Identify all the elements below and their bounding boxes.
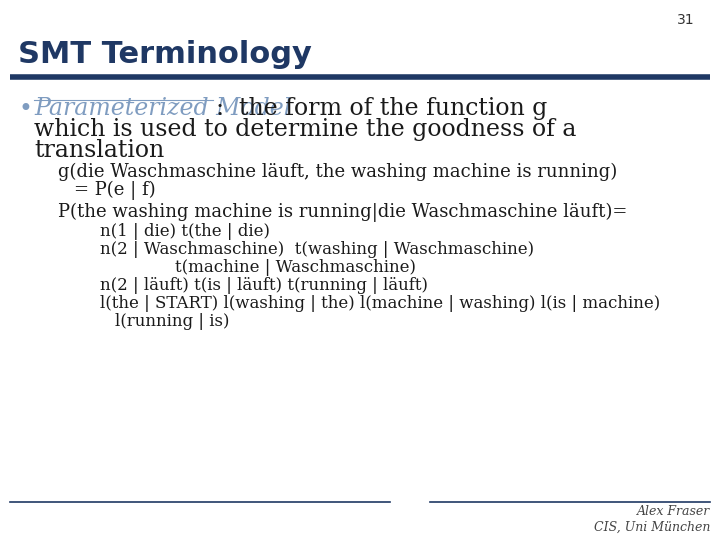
Text: = P(e | f): = P(e | f) [74,181,156,200]
Text: P(the washing machine is running|die Waschmaschine läuft)=: P(the washing machine is running|die Was… [58,203,627,222]
Text: Alex Fraser: Alex Fraser [636,505,710,518]
Text: :  the form of the function g: : the form of the function g [216,97,547,120]
Text: n(2 | läuft) t(is | läuft) t(running | läuft): n(2 | läuft) t(is | läuft) t(running | l… [100,277,428,294]
Text: Parameterized Model: Parameterized Model [34,97,292,120]
Text: SMT Terminology: SMT Terminology [18,40,312,69]
Text: l(running | is): l(running | is) [115,313,230,330]
Text: n(1 | die) t(the | die): n(1 | die) t(the | die) [100,223,270,240]
Text: l(the | START) l(washing | the) l(machine | washing) l(is | machine): l(the | START) l(washing | the) l(machin… [100,295,660,312]
Text: which is used to determine the goodness of a: which is used to determine the goodness … [34,118,577,141]
Text: •: • [18,97,32,121]
Text: 31: 31 [678,13,695,27]
Text: CIS, Uni München: CIS, Uni München [593,521,710,534]
Text: translation: translation [34,139,164,162]
Text: t(machine | Waschmaschine): t(machine | Waschmaschine) [175,259,416,276]
Text: g(die Waschmaschine läuft, the washing machine is running): g(die Waschmaschine läuft, the washing m… [58,163,617,181]
Text: n(2 | Waschmaschine)  t(washing | Waschmaschine): n(2 | Waschmaschine) t(washing | Waschma… [100,241,534,258]
